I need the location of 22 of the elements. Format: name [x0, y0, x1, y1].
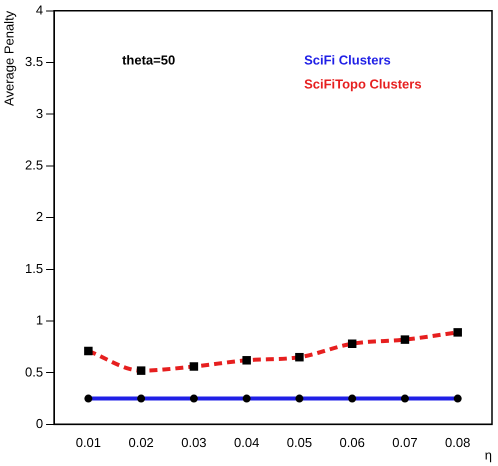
text: SciFiTopo Clusters: [304, 76, 422, 92]
x-tick-label: 0.06: [340, 434, 365, 450]
text: SciFi Clusters: [304, 52, 391, 68]
y-tick-label: 1.5: [24, 260, 44, 276]
y-tick-label: 0.5: [24, 364, 44, 380]
y-tick-label: 3: [36, 106, 44, 121]
x-tick-label: 0.03: [181, 434, 207, 450]
y-tick-label: 2: [36, 209, 44, 224]
x-tick-label: 0.04: [234, 434, 260, 450]
y-tick-label: 0: [36, 416, 44, 431]
x-axis-title: η: [484, 447, 492, 462]
x-tick-label: 0.07: [392, 434, 418, 450]
x-tick-label: 0.01: [76, 434, 102, 450]
y-tick-label: 2.5: [24, 157, 44, 172]
annotation: theta=50: [122, 52, 176, 68]
x-tick-label: 0.02: [128, 434, 154, 450]
x-tick-label: 0.05: [286, 434, 312, 450]
x-tick-label: 0.08: [445, 434, 470, 450]
y-tick-label: 4: [36, 2, 44, 18]
y-tick-label: 1: [36, 312, 44, 328]
y-axis-title: Average Penalty: [2, 10, 17, 106]
y-tick-label: 3.5: [24, 54, 44, 70]
